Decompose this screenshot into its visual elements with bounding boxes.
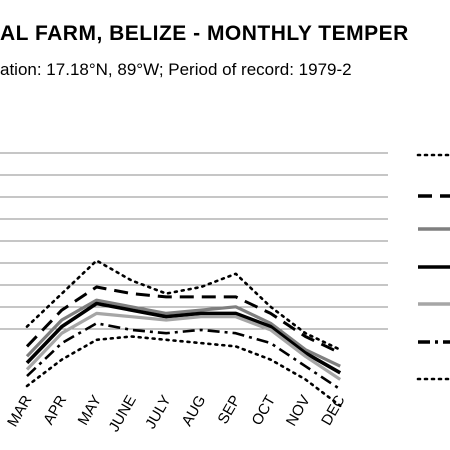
series-line-3 (25, 298, 341, 368)
x-tick-label: AUG (178, 393, 209, 430)
x-tick-label: NOV (283, 393, 314, 430)
series-line-4 (25, 301, 342, 375)
series-line-1 (25, 259, 342, 352)
x-tick-label: MAY (75, 393, 105, 429)
series-line-6 (26, 321, 341, 391)
x-tick-label: JUNE (106, 393, 140, 435)
x-tick-label: OCT (249, 393, 280, 429)
chart-title: AL FARM, BELIZE - MONTHLY TEMPER (0, 22, 409, 45)
chart-subtitle: ation: 17.18°N, 89°W; Period of record: … (0, 60, 352, 79)
x-tick-label: APR (40, 392, 70, 427)
x-tick-label: DEC (318, 392, 349, 428)
x-tick-label: JULY (142, 393, 175, 432)
series-line-5 (25, 311, 342, 381)
x-tick-label: MAR (4, 392, 35, 430)
series-line-7 (25, 335, 342, 408)
x-tick-label: SEP (215, 393, 245, 427)
series-line-2 (25, 285, 341, 355)
